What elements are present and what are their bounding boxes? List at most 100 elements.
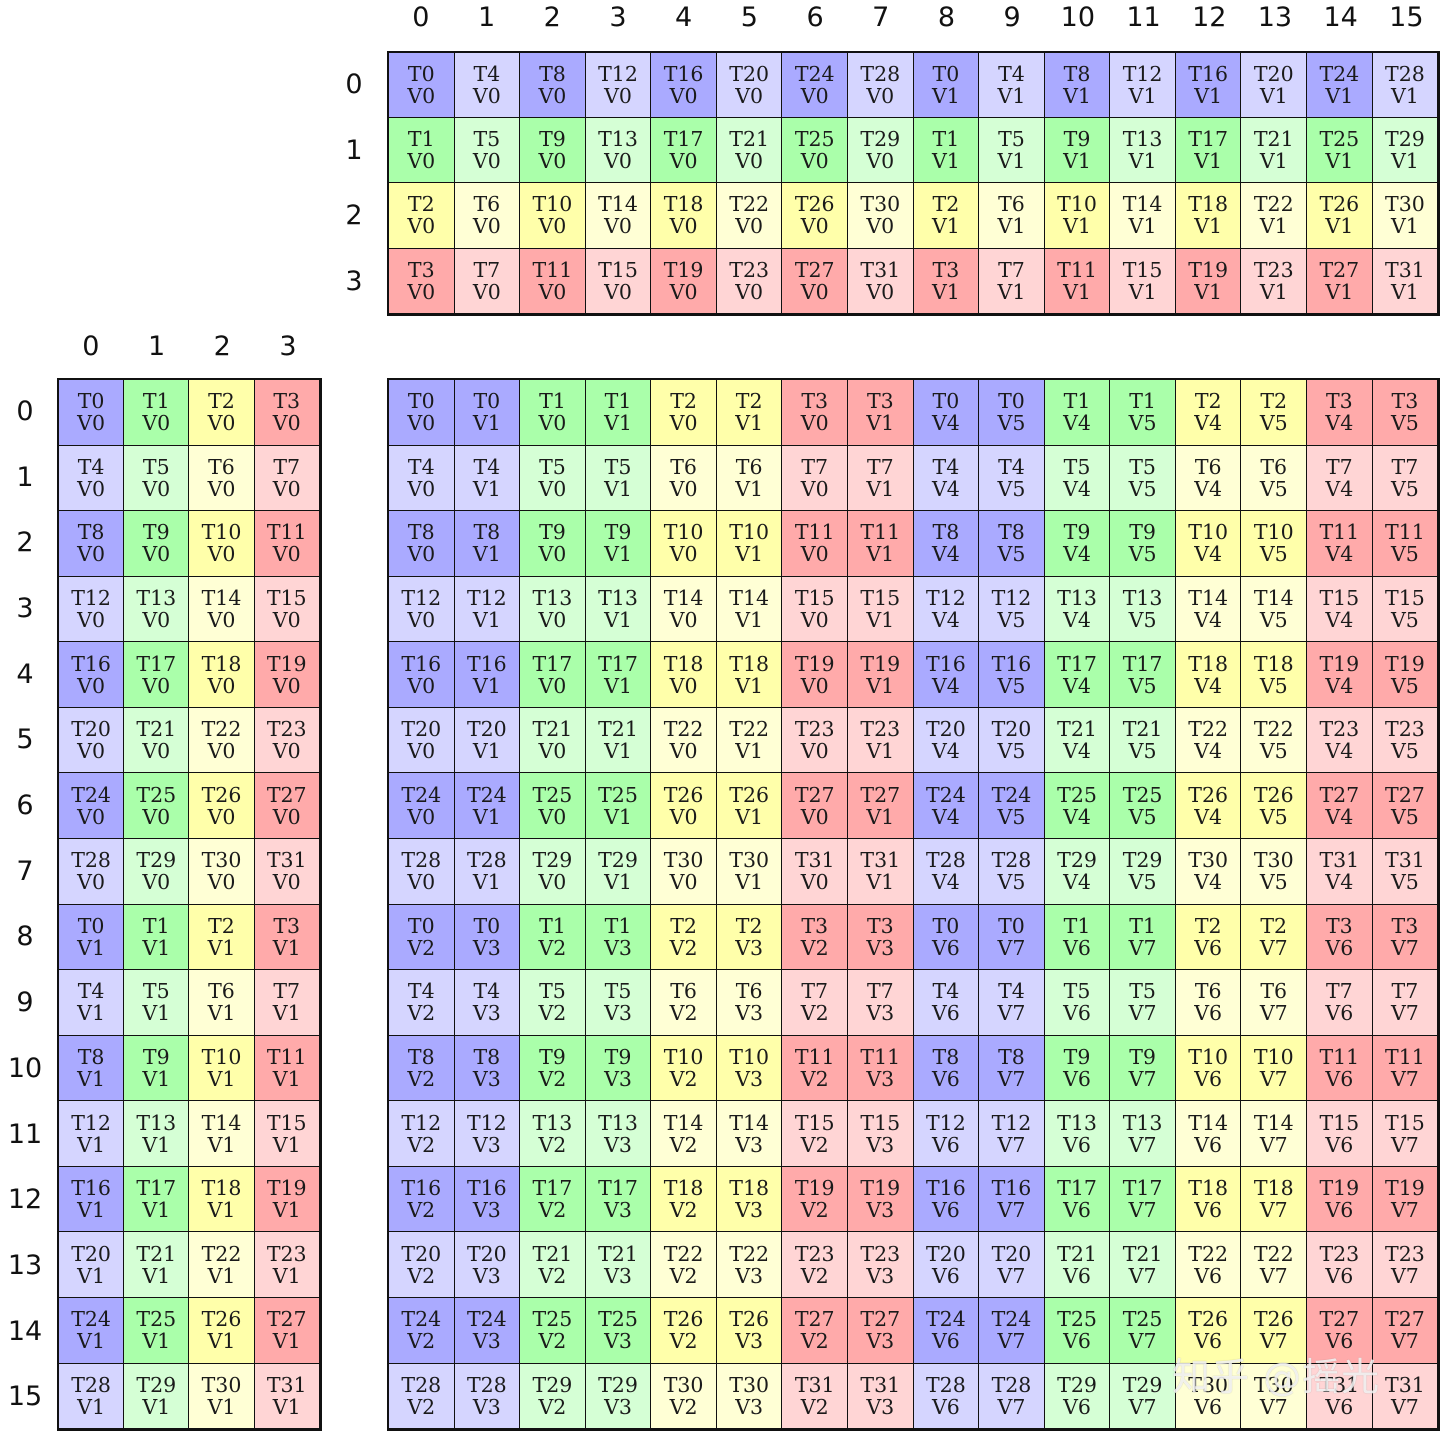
grid-cell: T5 V6 [1044, 970, 1111, 1036]
value-label: V1 [997, 279, 1026, 304]
thread-label: T11 [266, 520, 307, 545]
value-label: V1 [1390, 149, 1419, 174]
value-label: V5 [1259, 804, 1288, 829]
thread-label: T27 [794, 1307, 835, 1332]
grid-cell: T20 V7 [979, 1232, 1045, 1299]
grid-cell: T10 V0 [189, 511, 255, 577]
grid-cell: T23 V3 [848, 1232, 914, 1299]
grid-cell: T26 V4 [1175, 773, 1242, 840]
grid-cell: T9 V3 [585, 1035, 652, 1102]
thread-label: T7 [273, 979, 301, 1004]
grid-cell: T29 V7 [1110, 1363, 1176, 1430]
grid-cell: T25 V1 [1307, 118, 1373, 184]
value-label: V1 [207, 1329, 236, 1354]
grid-cell: T31 V3 [848, 1363, 914, 1430]
value-label: V2 [800, 1132, 829, 1157]
grid-cell: T22 V1 [189, 1232, 255, 1299]
value-label: V0 [538, 673, 567, 698]
thread-label: T1 [539, 913, 566, 938]
thread-label: T1 [142, 389, 170, 414]
thread-label: T22 [729, 1241, 770, 1266]
value-label: V3 [866, 1394, 895, 1419]
value-label: V1 [1063, 84, 1091, 109]
grid-cell: T22 V1 [1241, 183, 1308, 249]
value-label: V6 [931, 1198, 960, 1223]
thread-label: T24 [71, 782, 111, 807]
value-label: V1 [866, 542, 895, 567]
value-label: V1 [207, 1263, 236, 1288]
thread-label: T25 [598, 1307, 638, 1332]
value-label: V2 [669, 935, 698, 960]
thread-label: T26 [1253, 1307, 1294, 1332]
value-label: V3 [866, 1001, 895, 1026]
thread-label: T27 [794, 257, 835, 282]
grid-cell: T12 V1 [454, 576, 521, 643]
thread-label: T0 [407, 389, 435, 414]
thread-label: T4 [932, 454, 960, 479]
value-label: V0 [800, 279, 829, 304]
thread-label: T5 [539, 979, 566, 1004]
thread-label: T18 [1188, 651, 1229, 676]
thread-label: T15 [598, 257, 638, 282]
thread-label: T18 [1188, 192, 1229, 217]
value-label: V5 [1128, 673, 1157, 698]
grid-cell: T2 V5 [1241, 380, 1308, 446]
thread-label: T30 [1253, 848, 1294, 873]
value-label: V3 [472, 1198, 501, 1223]
grid-cell: T2 V6 [1175, 904, 1242, 971]
top-grid-col-label: 9 [1003, 2, 1021, 33]
grid-cell: T15 V1 [848, 576, 914, 643]
value-label: V1 [1128, 84, 1157, 109]
thread-label: T16 [466, 1176, 507, 1201]
grid-cell: T31 V0 [848, 248, 914, 314]
thread-label: T0 [407, 913, 435, 938]
thread-label: T22 [729, 192, 770, 217]
thread-label: T2 [735, 913, 763, 938]
top-grid-col-label: 13 [1257, 2, 1293, 33]
thread-label: T25 [532, 1307, 573, 1332]
grid-cell: T15 V4 [1307, 576, 1373, 643]
value-label: V1 [77, 1198, 106, 1223]
thread-label: T6 [735, 979, 763, 1004]
value-label: V0 [207, 870, 236, 895]
thread-label: T27 [794, 782, 835, 807]
thread-label: T2 [670, 389, 697, 414]
grid-cell: T17 V0 [124, 642, 190, 708]
thread-label: T10 [201, 520, 242, 545]
thread-label: T10 [1253, 520, 1294, 545]
thread-label: T14 [201, 586, 242, 610]
value-label: V4 [931, 804, 960, 829]
grid-cell: T8 V0 [389, 511, 455, 577]
thread-label: T10 [1057, 192, 1097, 217]
thread-label: T11 [1385, 520, 1425, 545]
value-label: V4 [1063, 870, 1091, 895]
thread-label: T0 [932, 913, 960, 938]
value-label: V5 [1390, 673, 1419, 698]
top-grid-col-label: 2 [543, 2, 561, 33]
thread-label: T28 [71, 848, 111, 873]
value-label: V2 [669, 1001, 698, 1026]
value-label: V0 [77, 542, 106, 567]
thread-label: T5 [1063, 979, 1091, 1004]
thread-label: T10 [1188, 520, 1229, 545]
grid-cell: T26 V3 [716, 1298, 783, 1364]
grid-cell: T14 V1 [716, 576, 783, 643]
value-label: V1 [207, 935, 236, 960]
thread-label: T7 [866, 979, 894, 1004]
value-label: V1 [472, 476, 501, 501]
thread-label: T6 [998, 192, 1025, 217]
top-grid-col-label: 0 [412, 2, 430, 33]
grid-cell: T11 V0 [520, 248, 586, 314]
value-label: V2 [407, 1067, 436, 1092]
value-label: V6 [931, 1394, 960, 1419]
thread-label: T14 [1188, 1110, 1229, 1135]
value-label: V0 [669, 870, 698, 895]
grid-cell: T8 V7 [979, 1035, 1045, 1102]
value-label: V0 [472, 214, 501, 239]
value-label: V7 [1128, 1394, 1157, 1419]
grid-cell: T27 V1 [848, 773, 914, 840]
thread-label: T5 [142, 454, 170, 479]
value-label: V0 [538, 608, 567, 632]
value-label: V6 [931, 1067, 960, 1092]
thread-label: T16 [401, 1176, 442, 1201]
